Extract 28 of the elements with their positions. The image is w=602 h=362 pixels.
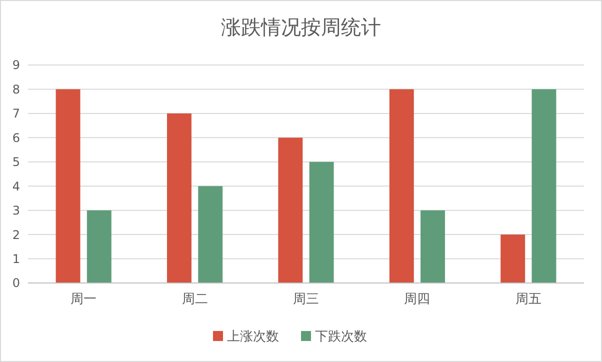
y-tick-label: 2 bbox=[12, 228, 20, 242]
y-tick-label: 3 bbox=[12, 204, 20, 218]
bar bbox=[420, 210, 445, 283]
x-tick-label: 周四 bbox=[404, 292, 430, 307]
x-tick-label: 周一 bbox=[70, 292, 97, 307]
x-tick-label: 周五 bbox=[515, 292, 542, 307]
x-tick-label: 周二 bbox=[182, 292, 208, 307]
bar bbox=[198, 186, 223, 283]
y-tick-label: 0 bbox=[12, 276, 20, 290]
bar bbox=[389, 89, 414, 283]
y-tick-label: 9 bbox=[12, 58, 20, 72]
bar bbox=[86, 210, 112, 283]
x-tick-label: 周三 bbox=[293, 292, 319, 307]
bar bbox=[56, 89, 80, 283]
y-tick-label: 1 bbox=[12, 252, 20, 266]
chart-title: 涨跌情况按周统计 bbox=[221, 15, 381, 39]
bar bbox=[500, 234, 526, 283]
bar bbox=[278, 138, 303, 283]
y-tick-label: 8 bbox=[12, 82, 20, 96]
y-tick-label: 6 bbox=[12, 130, 20, 145]
legend-label: 上涨次数 bbox=[227, 330, 279, 345]
bar bbox=[532, 89, 556, 283]
bar bbox=[167, 113, 192, 283]
bar bbox=[309, 162, 334, 283]
y-tick-label: 4 bbox=[12, 179, 20, 194]
y-tick-label: 5 bbox=[12, 155, 20, 170]
y-tick-label: 7 bbox=[12, 106, 20, 121]
legend-label: 下跌次数 bbox=[315, 330, 367, 345]
